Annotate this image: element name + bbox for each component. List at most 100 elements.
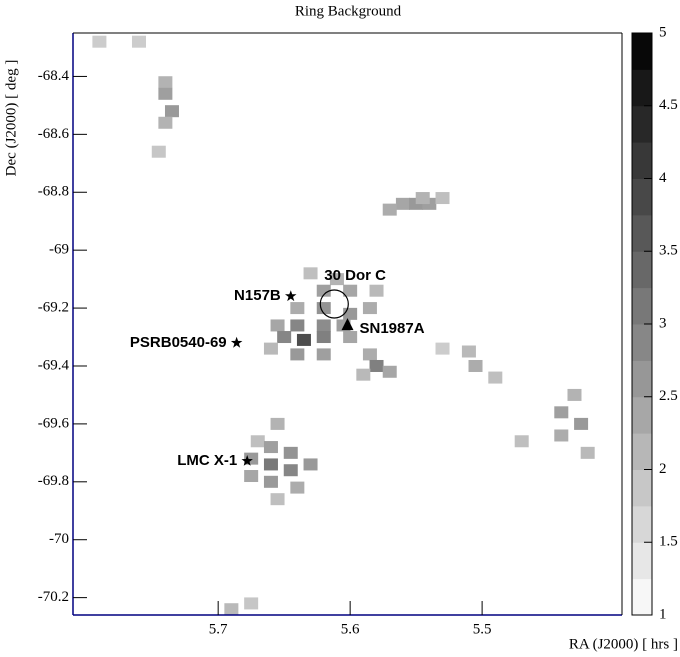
colorbar-step: [632, 178, 652, 216]
heat-cell: [435, 192, 450, 205]
y-axis-label: Dec (J2000) [ deg ]: [3, 60, 19, 177]
heat-cell: [263, 475, 278, 488]
colorbar-tick-label: 1: [659, 606, 667, 622]
colorbar-step: [632, 33, 652, 70]
y-tick-label: -68.8: [38, 184, 69, 200]
colorbar-step: [632, 505, 652, 543]
y-tick-label: -69.8: [38, 473, 69, 489]
source-marker: [341, 318, 354, 331]
source-marker: [285, 290, 297, 302]
heat-cell: [250, 435, 265, 448]
colorbar-step: [632, 396, 652, 434]
heat-cell: [92, 35, 107, 48]
heat-cell: [362, 302, 377, 315]
heat-cell: [468, 359, 483, 372]
heat-cell: [244, 470, 259, 483]
heat-cell: [263, 441, 278, 454]
heat-cell: [270, 319, 285, 332]
heat-cell: [369, 359, 384, 372]
heat-cell: [158, 87, 173, 100]
colorbar-tick-label: 2: [659, 461, 667, 477]
heat-cell: [514, 435, 529, 448]
heat-cell: [415, 192, 430, 205]
y-tick-label: -69.4: [38, 357, 70, 373]
heat-cell: [343, 331, 358, 344]
heat-cell: [224, 603, 239, 616]
heat-cell: [574, 417, 589, 430]
source-label: 30 Dor C: [324, 267, 386, 284]
chart-title: Ring Background: [295, 3, 402, 19]
heat-cell: [151, 145, 166, 158]
heat-cell: [395, 197, 410, 210]
heat-cell: [283, 446, 298, 459]
heat-cell: [303, 267, 318, 280]
heat-cell: [343, 284, 358, 297]
heat-cell: [316, 284, 331, 297]
heat-cell: [270, 417, 285, 430]
heat-cell: [362, 348, 377, 361]
x-tick-label: 5.6: [341, 621, 360, 637]
y-tick-label: -69.2: [38, 300, 69, 316]
y-tick-label: -70: [49, 531, 69, 547]
colorbar-step: [632, 287, 652, 325]
y-tick-label: -68.4: [38, 68, 70, 84]
heat-cell: [316, 331, 331, 344]
colorbar-step: [632, 214, 652, 252]
heat-cell: [244, 597, 259, 610]
source-label: N157B: [234, 287, 281, 304]
y-tick-label: -69: [49, 242, 69, 258]
source-marker: [230, 336, 243, 348]
heat-cell: [263, 342, 278, 355]
heat-cell: [461, 345, 476, 358]
x-tick-label: 5.7: [209, 621, 228, 637]
heat-cell: [356, 368, 371, 381]
heat-cell: [290, 348, 305, 361]
heat-cell: [277, 331, 292, 344]
colorbar-tick-label: 3: [659, 315, 667, 331]
source-label: SN1987A: [360, 320, 425, 337]
colorbar-tick-label: 2.5: [659, 388, 678, 404]
colorbar-step: [632, 69, 652, 107]
colorbar-step: [632, 105, 652, 143]
heat-cell: [554, 429, 569, 442]
heat-cell: [164, 105, 179, 118]
heat-cell: [382, 365, 397, 378]
heat-cell: [488, 371, 503, 384]
colorbar-tick-label: 3.5: [659, 243, 678, 259]
heat-cell: [263, 458, 278, 471]
heat-cell: [567, 388, 582, 401]
colorbar-tick-label: 4.5: [659, 97, 678, 113]
heat-cell: [158, 116, 173, 129]
x-tick-label: 5.5: [473, 621, 492, 637]
heat-cell: [316, 319, 331, 332]
colorbar-step: [632, 251, 652, 289]
heat-cell: [303, 458, 318, 471]
heat-cell: [554, 406, 569, 419]
heat-cell: [290, 319, 305, 332]
colorbar-step: [632, 142, 652, 179]
heat-cell: [369, 284, 384, 297]
colorbar-tick-label: 5: [659, 24, 667, 40]
colorbar-tick-label: 4: [659, 170, 667, 186]
y-tick-label: -70.2: [38, 589, 69, 605]
heat-cell: [290, 481, 305, 494]
heat-cell: [296, 333, 311, 346]
colorbar-step: [632, 433, 652, 470]
colorbar-step: [632, 469, 652, 507]
heat-cell: [283, 464, 298, 477]
heat-cell: [382, 203, 397, 216]
heat-cell: [270, 493, 285, 506]
y-tick-label: -68.6: [38, 126, 70, 142]
y-tick-label: -69.6: [38, 415, 70, 431]
x-axis-label: RA (J2000) [ hrs ]: [569, 636, 678, 652]
heat-cell: [343, 307, 358, 320]
heat-cell: [158, 76, 173, 89]
heat-cell: [316, 348, 331, 361]
source-marker: [319, 289, 349, 319]
heat-cell: [131, 35, 146, 48]
colorbar-step: [632, 360, 652, 398]
source-label: PSRB0540-69: [130, 334, 227, 351]
heat-cell: [329, 273, 344, 286]
heat-cell: [580, 446, 595, 459]
